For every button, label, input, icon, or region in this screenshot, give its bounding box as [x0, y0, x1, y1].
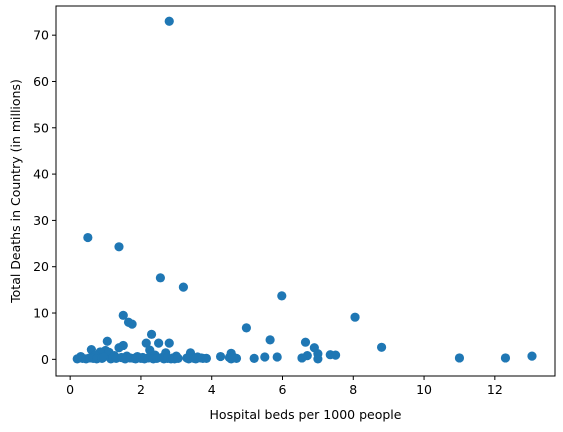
- x-axis-label: Hospital beds per 1000 people: [210, 407, 402, 422]
- data-point: [277, 291, 287, 301]
- y-tick-label: 10: [33, 306, 49, 321]
- y-tick-label: 30: [33, 213, 49, 228]
- x-tick-label: 0: [66, 382, 74, 397]
- data-point: [114, 242, 124, 252]
- data-point: [241, 323, 251, 333]
- data-point: [265, 335, 275, 345]
- data-point: [215, 351, 226, 362]
- x-axis-ticks: 0 2 4 6 8 10 12: [66, 376, 503, 397]
- data-point: [300, 337, 311, 347]
- data-point: [155, 273, 166, 283]
- data-point: [272, 352, 282, 362]
- data-points: [72, 16, 537, 364]
- x-tick-label: 12: [487, 382, 503, 397]
- data-point: [313, 354, 323, 364]
- data-point: [527, 351, 537, 361]
- y-tick-label: 40: [33, 167, 49, 182]
- data-point: [260, 352, 270, 362]
- y-tick-label: 0: [41, 352, 49, 367]
- y-axis-ticks: 0 10 20 30 40 50 60 70: [33, 28, 56, 367]
- x-tick-label: 2: [137, 382, 145, 397]
- data-point: [201, 353, 212, 364]
- data-point: [297, 353, 307, 363]
- data-point: [141, 338, 151, 348]
- y-tick-label: 20: [33, 259, 49, 274]
- data-point: [178, 282, 189, 292]
- y-tick-label: 50: [33, 120, 49, 135]
- data-point: [164, 16, 174, 26]
- data-point: [154, 338, 164, 348]
- data-point: [146, 329, 157, 339]
- data-point: [102, 336, 112, 346]
- data-point: [164, 338, 174, 348]
- x-tick-label: 4: [208, 382, 216, 397]
- data-point: [228, 352, 238, 362]
- data-point: [114, 343, 124, 353]
- y-tick-label: 60: [33, 74, 49, 89]
- plot-frame: [55, 5, 556, 377]
- data-point: [118, 310, 128, 320]
- data-point: [173, 353, 183, 364]
- x-tick-label: 10: [416, 382, 432, 397]
- data-point: [127, 319, 137, 329]
- data-point: [454, 353, 465, 363]
- data-point: [249, 353, 259, 364]
- data-point: [500, 353, 511, 363]
- data-point: [83, 232, 93, 243]
- x-tick-label: 8: [349, 382, 357, 397]
- data-point: [99, 352, 109, 362]
- data-point: [330, 350, 341, 360]
- y-axis-label: Total Deaths in Country (in millions): [8, 79, 23, 304]
- x-tick-label: 6: [279, 382, 287, 397]
- y-tick-label: 70: [33, 28, 49, 43]
- data-point: [350, 312, 360, 322]
- data-point: [376, 342, 387, 352]
